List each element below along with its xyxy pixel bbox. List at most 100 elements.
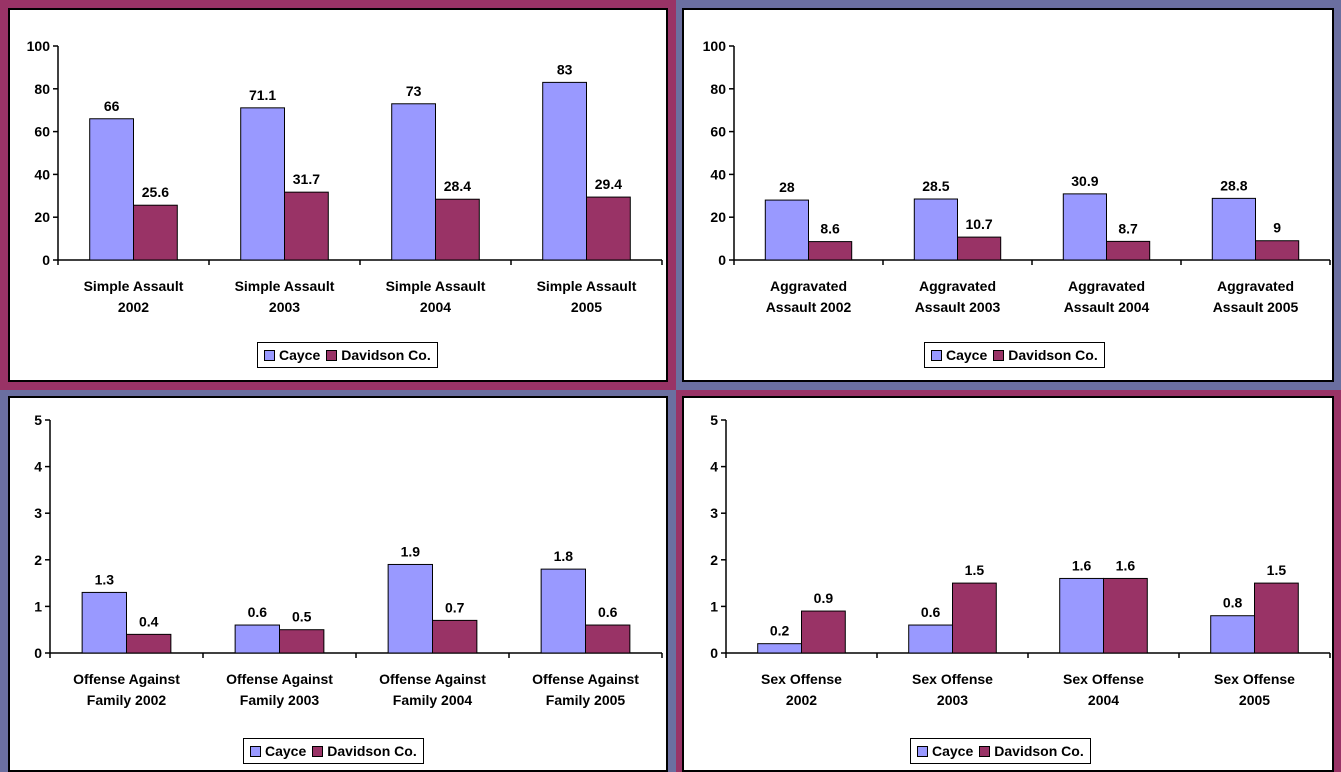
data-label: 31.7 [293, 171, 320, 187]
data-label: 1.5 [1267, 562, 1287, 578]
x-tick-label: Sex Offense [912, 671, 993, 687]
legend-item-davidson: Davidson Co. [993, 347, 1098, 363]
legend-item-cayce: Cayce [917, 743, 973, 759]
data-label: 0.6 [248, 604, 268, 620]
legend-item-cayce: Cayce [264, 347, 320, 363]
x-tick-label: Simple Assault [235, 278, 335, 294]
x-tick-label: Aggravated [770, 278, 847, 294]
bar-cayce [913, 198, 958, 261]
data-label: 28.8 [1220, 177, 1247, 193]
bar-cayce [81, 591, 127, 654]
chart-panel-offense-against-family: 0 1 2 3 4 5 1.3 0.4 Offense Against Family 2002 0.… [0, 390, 676, 772]
y-tick-label: 80 [34, 81, 50, 97]
chart-area: 0 1 2 3 4 5 0.2 0.9 Sex Offense 2002 0.6 1.5 Sex Off… [682, 396, 1334, 772]
y-tick-label: 100 [27, 38, 51, 54]
bar-cayce [908, 624, 954, 654]
x-tick-label: Assault 2005 [1213, 299, 1299, 315]
y-tick-label: 0 [42, 252, 50, 268]
x-tick-label: Simple Assault [84, 278, 184, 294]
x-tick-label: Sex Offense [1214, 671, 1295, 687]
bar-chart-aggravated-assault: 0 20 40 60 80 100 28 8.6 Aggravated Assault 2002 2… [703, 38, 1331, 315]
legend-item-cayce: Cayce [250, 743, 306, 759]
legend-label: Cayce [265, 743, 307, 759]
bar-cayce [391, 103, 436, 261]
bar-davidson [1255, 240, 1300, 261]
x-tick-label: 2002 [118, 299, 149, 315]
data-label: 73 [406, 83, 422, 99]
chart-area: 0 1 2 3 4 5 1.3 0.4 Offense Against Family 2002 0.… [8, 396, 668, 772]
y-tick-label: 0 [710, 645, 718, 661]
data-label: 1.9 [401, 543, 421, 559]
bar-cayce [240, 107, 286, 261]
x-tick-label: Simple Assault [386, 278, 486, 294]
y-tick-label: 3 [34, 505, 42, 521]
y-tick-label: 20 [710, 209, 726, 225]
bar-davidson [432, 619, 478, 654]
x-tick-label: 2003 [269, 299, 300, 315]
legend: Cayce Davidson Co. [243, 738, 424, 764]
data-label: 0.4 [139, 613, 159, 629]
x-tick-label: Offense Against [226, 671, 333, 687]
data-label: 0.5 [292, 609, 312, 625]
y-tick-label: 4 [34, 459, 42, 475]
y-tick-label: 1 [34, 598, 42, 614]
data-label: 28 [779, 179, 795, 195]
legend-label: Davidson Co. [1008, 347, 1098, 363]
x-tick-label: Aggravated [1217, 278, 1294, 294]
data-label: 1.6 [1116, 557, 1136, 573]
legend-item-davidson: Davidson Co. [326, 347, 431, 363]
x-tick-label: 2002 [786, 692, 817, 708]
legend-label: Davidson Co. [341, 347, 431, 363]
data-label: 9 [1273, 220, 1281, 236]
x-tick-label: Offense Against [532, 671, 639, 687]
y-tick-label: 3 [710, 505, 718, 521]
y-tick-label: 80 [710, 81, 726, 97]
x-tick-label: Family 2004 [393, 692, 473, 708]
x-tick-label: Simple Assault [537, 278, 637, 294]
legend-label: Cayce [279, 347, 321, 363]
data-label: 0.8 [1223, 595, 1243, 611]
bar-cayce [764, 199, 809, 261]
bar-cayce [1059, 577, 1104, 654]
data-label: 0.9 [814, 590, 834, 606]
chart-panel-aggravated-assault: 0 20 40 60 80 100 28 8.6 Aggravated Assault 2002 2… [676, 0, 1341, 390]
legend-item-cayce: Cayce [931, 347, 987, 363]
x-tick-label: 2004 [420, 299, 451, 315]
data-label: 1.6 [1072, 557, 1092, 573]
bar-davidson [808, 241, 853, 261]
y-tick-label: 20 [34, 209, 50, 225]
bar-davidson [801, 610, 846, 654]
data-label: 8.6 [820, 221, 840, 237]
x-tick-label: Assault 2004 [1064, 299, 1150, 315]
y-tick-label: 0 [34, 645, 42, 661]
bar-chart-offense-against-family: 0 1 2 3 4 5 1.3 0.4 Offense Against Family 2002 0.… [34, 412, 663, 708]
y-tick-label: 5 [34, 412, 42, 428]
data-label: 1.5 [965, 562, 985, 578]
bar-davidson [284, 191, 329, 261]
data-label: 28.4 [444, 178, 471, 194]
legend-label: Cayce [946, 347, 988, 363]
bar-davidson [126, 633, 172, 654]
x-tick-label: Family 2002 [87, 692, 167, 708]
bar-davidson [586, 196, 631, 261]
bar-cayce [542, 81, 588, 261]
x-tick-label: Family 2003 [240, 692, 320, 708]
data-label: 1.8 [554, 548, 574, 564]
bar-cayce [540, 568, 587, 654]
y-tick-label: 5 [710, 412, 718, 428]
bar-davidson [585, 624, 631, 654]
data-label: 29.4 [595, 176, 622, 192]
data-label: 0.6 [921, 604, 941, 620]
x-tick-label: 2005 [571, 299, 602, 315]
x-tick-label: Aggravated [919, 278, 996, 294]
data-label: 8.7 [1118, 220, 1138, 236]
x-tick-label: 2004 [1088, 692, 1119, 708]
y-tick-label: 40 [34, 166, 50, 182]
y-tick-label: 60 [710, 124, 726, 140]
legend: Cayce Davidson Co. [924, 342, 1105, 368]
bar-cayce [1210, 615, 1256, 654]
bar-davidson [957, 236, 1002, 261]
x-tick-label: Aggravated [1068, 278, 1145, 294]
legend-label: Davidson Co. [994, 743, 1084, 759]
x-tick-label: Sex Offense [1063, 671, 1144, 687]
